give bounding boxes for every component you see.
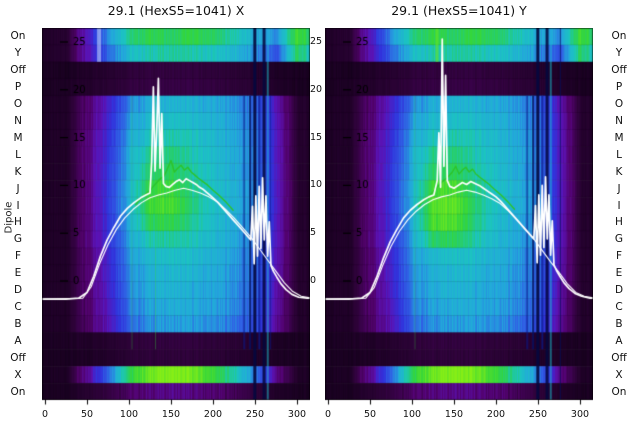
row-label-left-14-e: E: [14, 267, 22, 280]
row-label-right-7-l: L: [616, 148, 622, 161]
row-label-left-17-b: B: [14, 317, 22, 330]
row-label-left-16-c: C: [14, 301, 22, 313]
x-tick-label-right-100: 100: [402, 409, 422, 420]
row-label-left-7-l: L: [15, 148, 21, 161]
row-label-right-19-off: Off: [611, 351, 627, 364]
heatmap-panel-x: [42, 28, 310, 408]
row-label-right-2-off: Off: [611, 64, 627, 77]
x-tick-label-left-100: 100: [119, 409, 139, 420]
row-label-right-21-on: On: [611, 385, 627, 398]
row-label-left-8-k: K: [14, 165, 22, 178]
gap-tick-label-20: 20: [310, 83, 323, 95]
gap-tick-label-0: 0: [310, 275, 317, 286]
x-tick-label-right-250: 250: [528, 409, 548, 420]
x-tick-label-right-150: 150: [444, 409, 464, 420]
row-label-left-21-on: On: [10, 385, 26, 398]
row-label-left-1-y: Y: [14, 47, 22, 60]
row-label-left-9-j: J: [16, 182, 20, 195]
x-tick-label-left-0: 0: [41, 409, 49, 420]
row-label-left-3-p: P: [14, 81, 22, 94]
x-tick-label-left-200: 200: [203, 409, 223, 420]
x-tick-label-right-0: 0: [324, 409, 332, 420]
row-label-left-18-a: A: [14, 334, 22, 347]
x-tick-label-right-50: 50: [363, 409, 377, 420]
row-label-left-12-g: G: [13, 233, 23, 246]
row-label-left-6-m: M: [13, 131, 23, 144]
row-label-right-15-d: D: [614, 284, 624, 297]
x-tick-label-left-50: 50: [80, 409, 94, 420]
row-label-right-13-f: F: [615, 250, 623, 263]
gap-tick-label-25: 25: [310, 36, 323, 47]
row-label-left-19-off: Off: [10, 351, 26, 364]
x-tick-label-right-200: 200: [486, 409, 506, 420]
row-label-right-5-n: N: [615, 115, 623, 127]
row-label-right-11-h: H: [615, 216, 623, 229]
right-panel-title: 29.1 (HexS5=1041) Y: [391, 3, 527, 18]
row-label-right-10-i: I: [617, 199, 621, 212]
row-label-left-2-off: Off: [10, 64, 26, 77]
left-panel-title: 29.1 (HexS5=1041) X: [107, 3, 245, 18]
row-label-right-17-b: B: [615, 317, 623, 330]
row-label-right-3-p: P: [615, 81, 623, 94]
x-tick-label-right-300: 300: [570, 409, 590, 420]
row-label-right-20-x: X: [615, 368, 623, 381]
row-label-left-5-n: N: [14, 115, 22, 127]
row-label-right-1-y: Y: [615, 47, 623, 60]
row-label-right-14-e: E: [615, 267, 623, 280]
heatmap-panel-y: [325, 28, 593, 408]
x-tick-label-left-300: 300: [287, 409, 307, 420]
row-label-right-4-o: O: [614, 98, 624, 111]
row-label-left-20-x: X: [14, 368, 22, 381]
row-label-right-9-j: J: [617, 182, 621, 195]
row-label-left-4-o: O: [13, 98, 23, 111]
row-label-right-18-a: A: [615, 334, 623, 347]
row-label-right-6-m: M: [614, 131, 624, 144]
x-tick-label-left-250: 250: [245, 409, 265, 420]
row-label-left-0-on: On: [10, 30, 26, 43]
row-label-left-15-d: D: [13, 284, 23, 297]
row-label-left-13-f: F: [14, 250, 22, 263]
row-label-right-16-c: C: [615, 301, 623, 313]
row-label-left-11-h: H: [14, 216, 22, 229]
row-label-right-12-g: G: [614, 233, 624, 246]
x-tick-label-left-150: 150: [161, 409, 181, 420]
row-label-right-8-k: K: [615, 165, 623, 178]
row-label-left-10-i: I: [16, 199, 20, 212]
row-label-right-0-on: On: [611, 30, 627, 43]
gap-tick-label-10: 10: [310, 179, 323, 191]
gap-tick-label-15: 15: [310, 131, 323, 143]
gap-tick-label-5: 5: [310, 227, 317, 239]
